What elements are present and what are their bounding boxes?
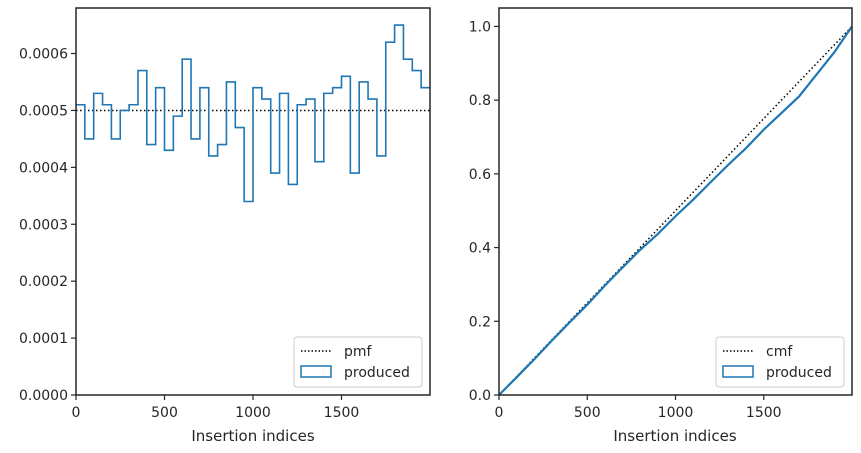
legend-pmf-label: pmf bbox=[344, 344, 373, 360]
pmf-panel: 0.0000 0.0001 0.0002 0.0003 0.0004 0.0005 0.00… bbox=[19, 7, 431, 445]
plot-frame bbox=[498, 7, 853, 396]
y-ticks: 0.0000 0.0001 0.0002 0.0003 0.0004 0.0005 0.00… bbox=[19, 47, 76, 404]
plot-marks bbox=[76, 24, 430, 203]
series-produced bbox=[76, 24, 430, 203]
x-tick-label: 1000 bbox=[658, 405, 694, 421]
y-tick-label: 0.2 bbox=[469, 314, 491, 330]
plot-frame bbox=[75, 7, 431, 396]
legend-box bbox=[293, 336, 423, 388]
y-tick-label: 0.0 bbox=[469, 388, 491, 404]
legend-produced-label: produced bbox=[344, 365, 410, 381]
y-tick-label: 0.0006 bbox=[19, 47, 68, 63]
y-tick-label: 0.0004 bbox=[19, 160, 68, 176]
legend-produced-swatch bbox=[722, 365, 754, 378]
y-tick-label: 0.0005 bbox=[19, 103, 68, 119]
y-tick-label: 0.6 bbox=[469, 167, 491, 183]
legend-cmf-label: cmf bbox=[766, 344, 793, 360]
x-tick-label: 0 bbox=[495, 405, 504, 421]
x-ticks: 0 500 1000 1500 bbox=[495, 395, 782, 421]
cmf-panel: 0.0 0.2 0.4 0.6 0.8 1.0 0 500 1000 1500 Insertio… bbox=[469, 7, 853, 445]
series-produced bbox=[498, 25, 853, 396]
y-tick-label: 1.0 bbox=[469, 19, 491, 35]
x-axis-label: Insertion indices bbox=[191, 427, 314, 445]
x-ticks: 0 500 1000 1500 bbox=[72, 395, 360, 421]
legend-produced-swatch bbox=[300, 365, 332, 378]
y-tick-label: 0.0003 bbox=[19, 217, 68, 233]
y-tick-label: 0.0001 bbox=[19, 331, 68, 347]
y-ticks: 0.0 0.2 0.4 0.6 0.8 1.0 bbox=[469, 19, 499, 404]
x-tick-label: 1500 bbox=[746, 405, 782, 421]
plot-background bbox=[499, 8, 852, 395]
legend: pmf produced bbox=[293, 336, 423, 388]
y-tick-label: 0.8 bbox=[469, 93, 491, 109]
x-axis-label: Insertion indices bbox=[613, 427, 736, 445]
x-tick-label: 500 bbox=[574, 405, 601, 421]
legend: cmf produced bbox=[715, 336, 845, 388]
x-tick-label: 1000 bbox=[235, 405, 271, 421]
x-tick-label: 0 bbox=[72, 405, 81, 421]
y-tick-label: 0.0002 bbox=[19, 274, 68, 290]
legend-box bbox=[715, 336, 845, 388]
legend-produced-label: produced bbox=[766, 365, 832, 381]
x-tick-label: 500 bbox=[151, 405, 178, 421]
plot-marks bbox=[498, 25, 853, 396]
y-tick-label: 0.0000 bbox=[19, 388, 68, 404]
x-tick-label: 1500 bbox=[324, 405, 360, 421]
y-tick-label: 0.4 bbox=[469, 241, 491, 257]
